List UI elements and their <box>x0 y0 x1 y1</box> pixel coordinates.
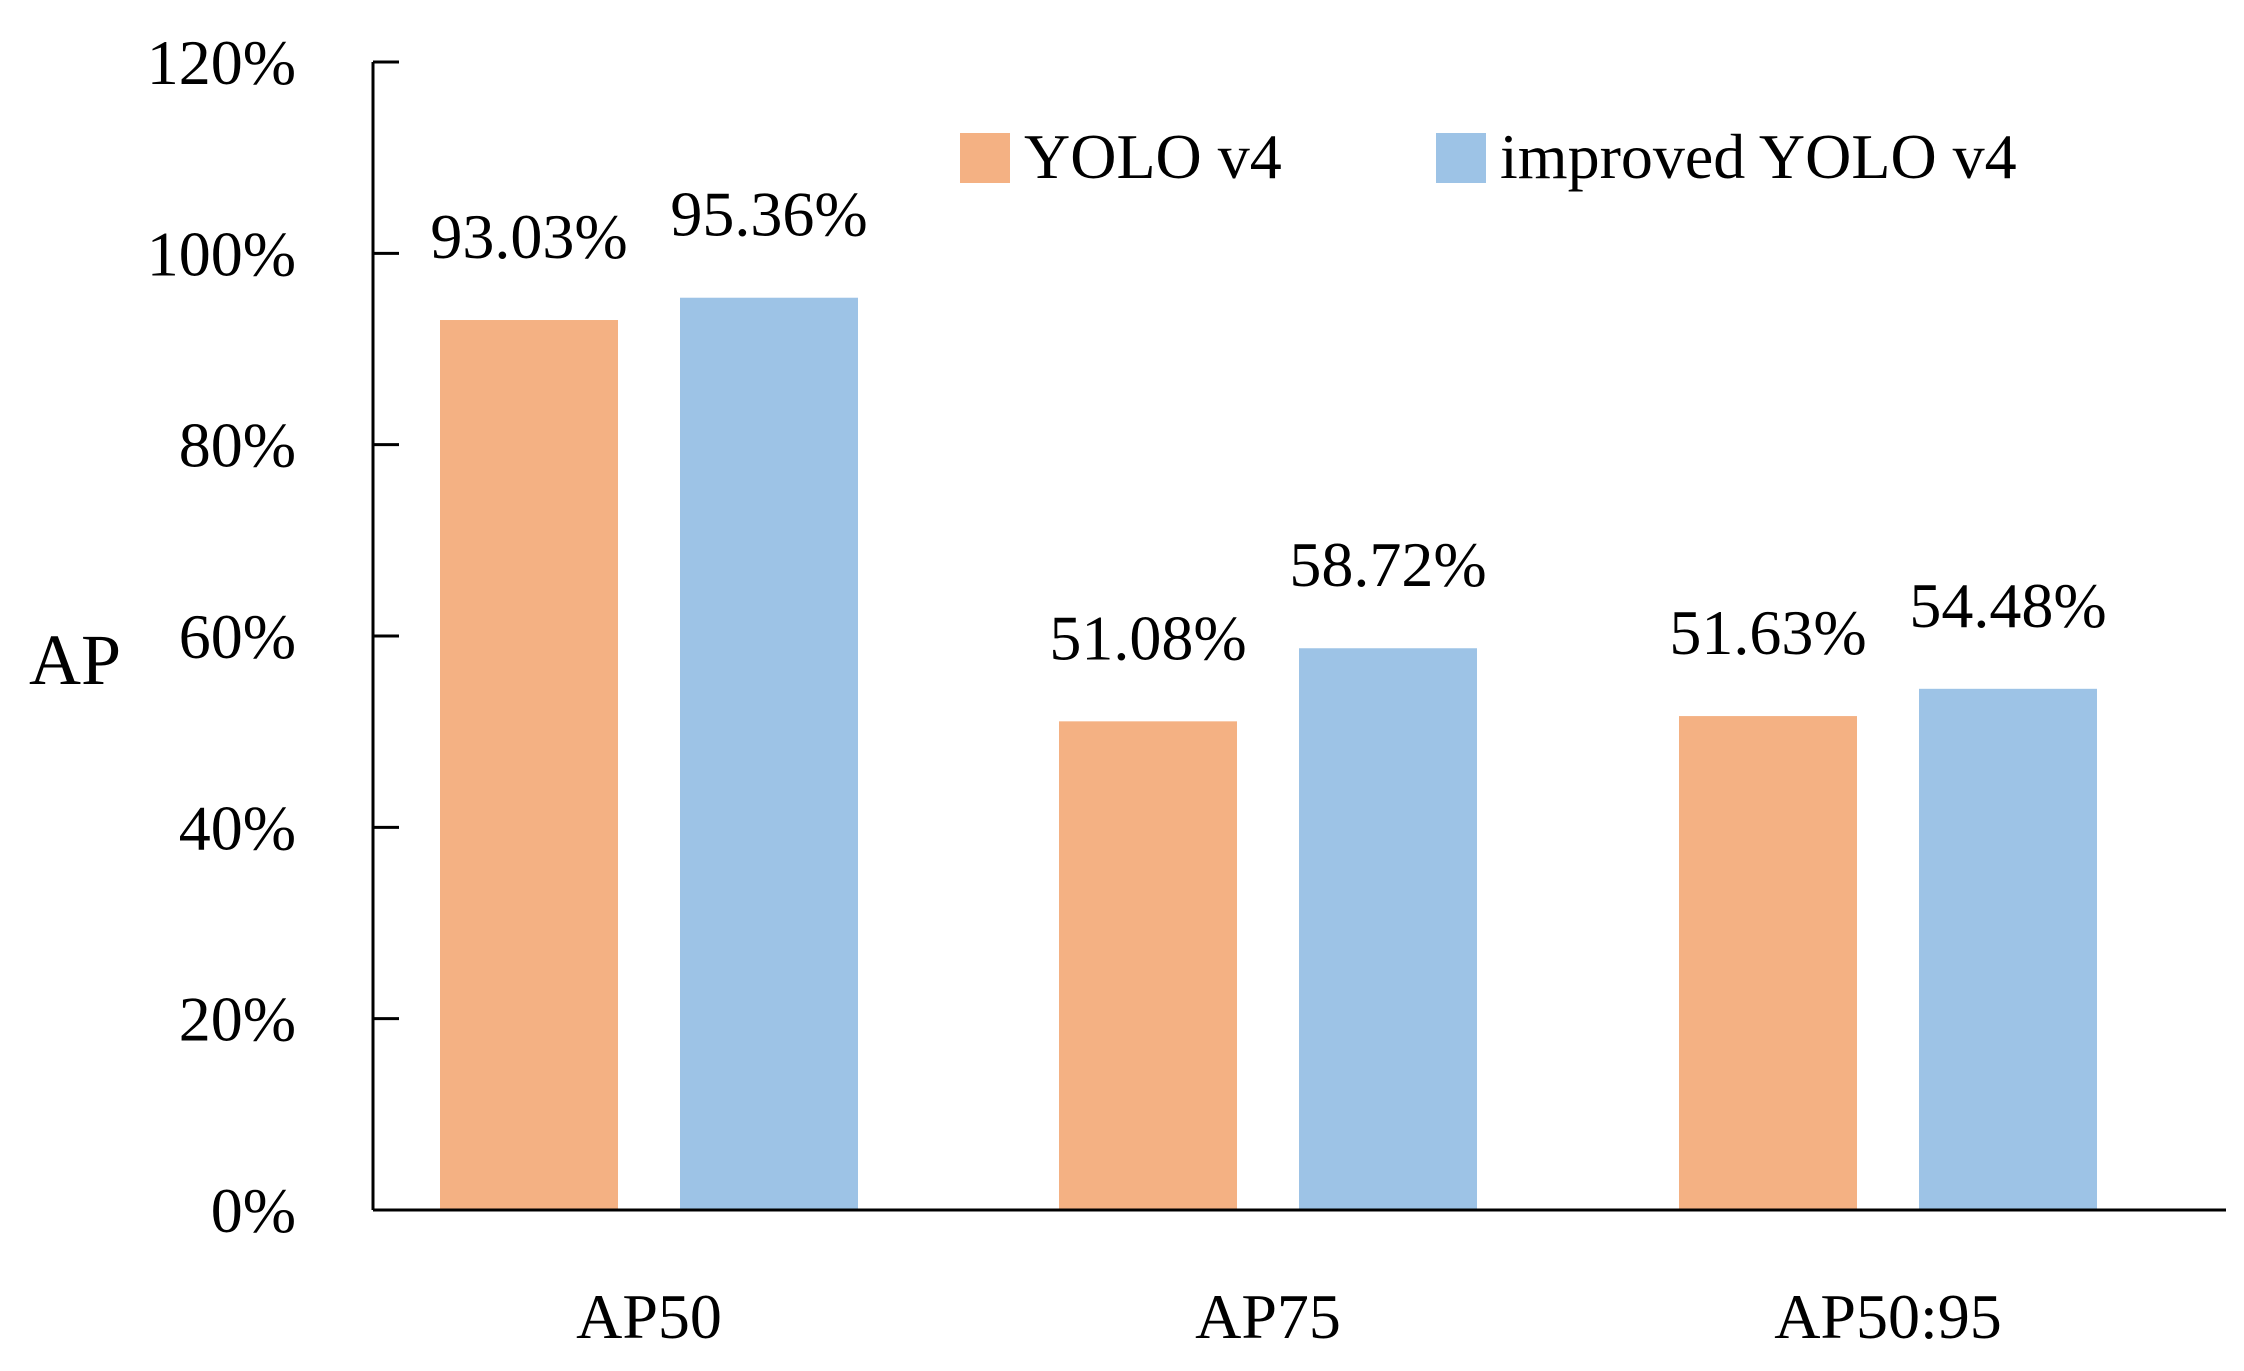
y-tick-label: 60% <box>179 601 296 672</box>
x-tick-label-ap75: AP75 <box>1195 1281 1341 1352</box>
legend: YOLO v4 improved YOLO v4 <box>960 121 2017 192</box>
y-tick-label: 0% <box>211 1175 296 1246</box>
data-label-yolo-v4-ap75: 51.08% <box>1049 602 1246 673</box>
x-axis-labels: AP50 AP75 AP50:95 <box>576 1281 2002 1352</box>
legend-label-yolo-v4: YOLO v4 <box>1024 121 1282 192</box>
y-tick-label: 40% <box>179 792 296 863</box>
bar-improved-yolo-v4-ap50 <box>680 297 858 1210</box>
x-tick-label-ap50-95: AP50:95 <box>1774 1281 2002 1352</box>
y-tick-label: 20% <box>179 984 296 1055</box>
data-labels: 93.03% 51.08% 51.63% 95.36% 58.72% 54.48% <box>430 179 2106 674</box>
y-tick-label: 80% <box>179 410 296 481</box>
bar-yolo-v4-ap50-95 <box>1679 716 1857 1210</box>
data-label-improved-yolo-v4-ap50-95: 54.48% <box>1909 570 2106 641</box>
y-tick-label: 120% <box>147 27 296 98</box>
y-axis-ticks: 0% 20% 40% 60% 80% 100% 120% <box>147 27 399 1246</box>
bar-improved-yolo-v4-ap50-95 <box>1919 688 2097 1210</box>
data-label-yolo-v4-ap50: 93.03% <box>430 201 627 272</box>
bar-yolo-v4-ap50 <box>440 320 618 1210</box>
data-label-improved-yolo-v4-ap75: 58.72% <box>1289 529 1486 600</box>
legend-label-improved-yolo-v4: improved YOLO v4 <box>1500 121 2017 192</box>
bar-improved-yolo-v4-ap75 <box>1299 648 1477 1210</box>
y-axis-title: AP <box>29 620 121 700</box>
data-label-improved-yolo-v4-ap50: 95.36% <box>670 179 867 250</box>
x-tick-label-ap50: AP50 <box>576 1281 722 1352</box>
bars <box>440 297 2097 1210</box>
data-label-yolo-v4-ap50-95: 51.63% <box>1669 597 1866 668</box>
bar-yolo-v4-ap75 <box>1059 721 1237 1210</box>
legend-swatch-improved-yolo-v4 <box>1436 133 1486 183</box>
legend-swatch-yolo-v4 <box>960 133 1010 183</box>
y-tick-label: 100% <box>147 218 296 289</box>
